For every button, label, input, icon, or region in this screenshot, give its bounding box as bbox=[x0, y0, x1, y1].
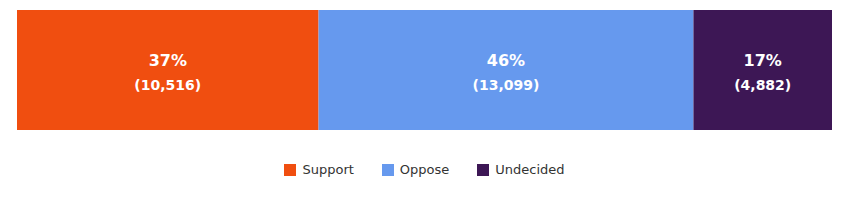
legend-item: Support bbox=[284, 162, 353, 177]
data-label: 17% bbox=[744, 51, 782, 70]
data-label: 46% bbox=[487, 51, 525, 70]
bar-segment bbox=[17, 10, 319, 130]
legend-item: Undecided bbox=[477, 162, 564, 177]
legend-label: Undecided bbox=[495, 162, 564, 177]
count-label: (4,882) bbox=[734, 77, 791, 93]
legend-swatch bbox=[477, 164, 489, 176]
data-labels: 37% (10,516) 46% (13,099) 17% (4,882) bbox=[134, 51, 791, 93]
legend-label: Support bbox=[302, 162, 353, 177]
legend-item: Oppose bbox=[382, 162, 449, 177]
bars bbox=[17, 10, 832, 130]
data-label: 37% bbox=[149, 51, 187, 70]
legend: Support Oppose Undecided bbox=[0, 162, 849, 177]
count-label: (10,516) bbox=[134, 77, 201, 93]
bar-segment bbox=[693, 10, 832, 130]
legend-swatch bbox=[382, 164, 394, 176]
legend-label: Oppose bbox=[400, 162, 449, 177]
bar-segment bbox=[319, 10, 694, 130]
chart: 37% (10,516) 46% (13,099) 17% (4,882) bbox=[0, 0, 849, 140]
count-label: (13,099) bbox=[473, 77, 540, 93]
legend-swatch bbox=[284, 164, 296, 176]
